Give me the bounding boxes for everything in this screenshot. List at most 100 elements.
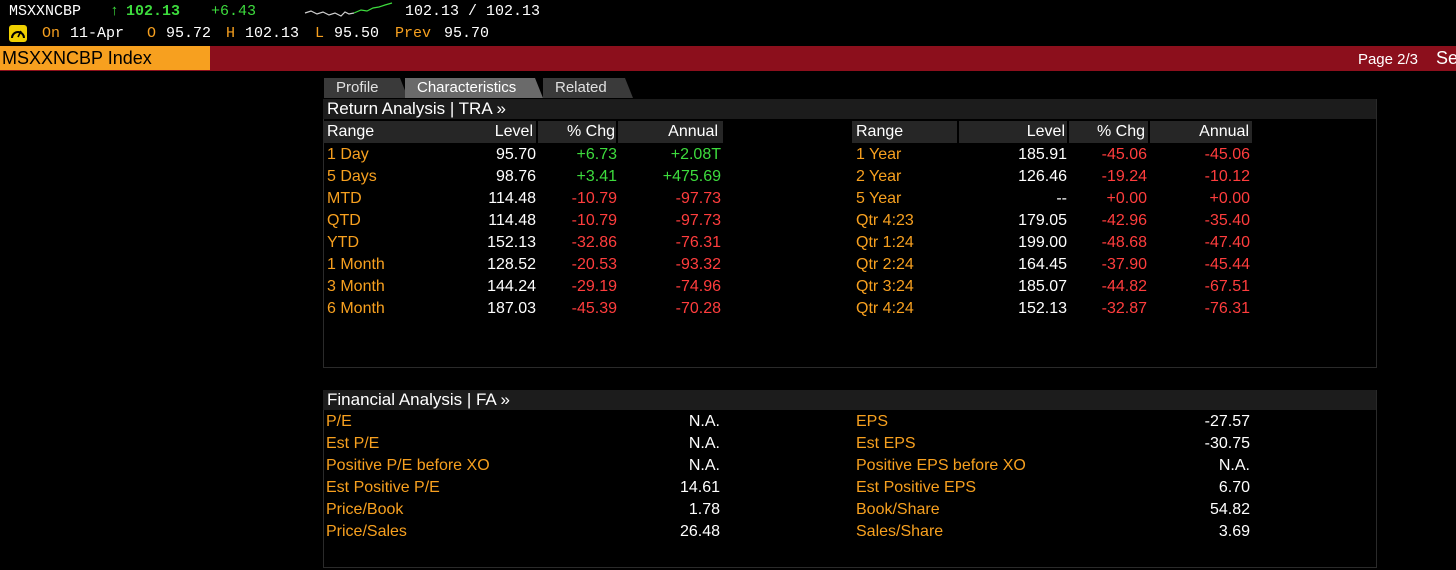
list-item[interactable]: Est P/E N.A. (323, 433, 723, 455)
level-value: 179.05 (1018, 212, 1067, 229)
range-label: 5 Year (856, 190, 902, 207)
list-item[interactable]: P/E N.A. (323, 411, 723, 433)
metric-value: -27.57 (1204, 413, 1250, 430)
financial-analysis-header[interactable]: Financial Analysis | FA » (323, 390, 1376, 410)
metric-value: 14.61 (679, 479, 720, 496)
table-row[interactable]: Qtr 4:23 179.05 -42.96 -35.40 (852, 210, 1252, 232)
gauge-icon[interactable] (9, 25, 27, 42)
table-row[interactable]: Qtr 3:24 185.07 -44.82 -67.51 (852, 276, 1252, 298)
table-row[interactable]: Qtr 1:24 199.00 -48.68 -47.40 (852, 232, 1252, 254)
list-item[interactable]: Est Positive P/E 14.61 (323, 477, 723, 499)
table-row[interactable]: YTD 152.13 -32.86 -76.31 (323, 232, 723, 254)
metric-label: Est P/E (326, 435, 380, 452)
table-row[interactable]: 2 Year 126.46 -19.24 -10.12 (852, 166, 1252, 188)
metric-label: Est Positive P/E (326, 479, 440, 496)
list-item[interactable]: Price/Book 1.78 (323, 499, 723, 521)
column-divider (957, 121, 959, 143)
level-value: 114.48 (488, 212, 536, 229)
range-label: 1 Month (327, 256, 385, 273)
col-chg[interactable]: % Chg (566, 123, 615, 140)
tab-characteristics[interactable]: Characteristics (405, 78, 543, 98)
list-item[interactable]: Book/Share 54.82 (852, 499, 1252, 521)
table-row[interactable]: MTD 114.48 -10.79 -97.73 (323, 188, 723, 210)
last-price: 102.13 (126, 3, 181, 20)
metric-label: Est Positive EPS (856, 479, 977, 496)
security-title[interactable]: MSXXNCBP Index (0, 46, 210, 70)
range-label: MTD (327, 190, 362, 207)
tab-related[interactable]: Related (543, 78, 633, 98)
table-row[interactable]: 1 Month 128.52 -20.53 -93.32 (323, 254, 723, 276)
prev-value: 95.70 (444, 25, 490, 42)
col-annual[interactable]: Annual (668, 123, 718, 140)
range-label: Qtr 2:24 (856, 256, 914, 273)
range-label: Qtr 4:23 (856, 212, 914, 229)
open-value: 95.72 (166, 25, 212, 42)
list-item[interactable]: Est Positive EPS 6.70 (852, 477, 1252, 499)
table-row[interactable]: 5 Year -- +0.00 +0.00 (852, 188, 1252, 210)
annual-value: -76.31 (675, 234, 721, 251)
annual-value: -97.73 (675, 212, 721, 229)
col-annual[interactable]: Annual (1199, 123, 1249, 140)
metric-value: N.A. (688, 435, 720, 452)
col-range[interactable]: Range (327, 123, 375, 140)
metric-value: 54.82 (1209, 501, 1250, 518)
table-row[interactable]: 1 Year 185.91 -45.06 -45.06 (852, 144, 1252, 166)
table-row[interactable]: Qtr 4:24 152.13 -32.87 -76.31 (852, 298, 1252, 320)
column-divider (616, 121, 618, 143)
return-analysis-header[interactable]: Return Analysis | TRA » (323, 99, 1376, 119)
level-value: 185.91 (1018, 146, 1067, 163)
col-level[interactable]: Level (1026, 123, 1065, 140)
col-level[interactable]: Level (494, 123, 533, 140)
annual-value: -93.32 (675, 256, 721, 273)
chg-value: -45.39 (571, 300, 617, 317)
list-item[interactable]: Sales/Share 3.69 (852, 521, 1252, 543)
price-change: +6.43 (211, 3, 257, 20)
quote-date: 11-Apr (70, 25, 125, 42)
list-item[interactable]: Est EPS -30.75 (852, 433, 1252, 455)
truncated-menu-label[interactable]: Se (1436, 48, 1456, 68)
title-bar (0, 46, 1456, 71)
right-column-header: Range Level % Chg Annual (852, 121, 1252, 143)
annual-value: -70.28 (675, 300, 721, 317)
range-label: 1 Year (856, 146, 902, 163)
annual-value: -67.51 (1204, 278, 1250, 295)
metric-label: Price/Sales (326, 523, 407, 540)
return-analysis-panel (323, 99, 1377, 368)
tab-profile[interactable]: Profile (324, 78, 408, 98)
low-label: L (315, 25, 325, 42)
level-value: 187.03 (487, 300, 536, 317)
left-column-header: Range Level % Chg Annual (323, 121, 723, 143)
table-row[interactable]: QTD 114.48 -10.79 -97.73 (323, 210, 723, 232)
list-item[interactable]: EPS -27.57 (852, 411, 1252, 433)
annual-value: -10.12 (1204, 168, 1250, 185)
level-value: 128.52 (487, 256, 536, 273)
table-row[interactable]: 5 Days 98.76 +3.41 +475.69 (323, 166, 723, 188)
metric-value: N.A. (688, 413, 720, 430)
range-label: QTD (327, 212, 361, 229)
range-label: 1 Day (327, 146, 369, 163)
range-label: 2 Year (856, 168, 902, 185)
high-label: H (226, 25, 236, 42)
table-row[interactable]: 3 Month 144.24 -29.19 -74.96 (323, 276, 723, 298)
annual-value: -97.73 (675, 190, 721, 207)
list-item[interactable]: Positive P/E before XO N.A. (323, 455, 723, 477)
level-value: -- (1056, 190, 1067, 207)
list-item[interactable]: Positive EPS before XO N.A. (852, 455, 1252, 477)
annual-value: +0.00 (1209, 190, 1250, 207)
col-range[interactable]: Range (856, 123, 904, 140)
chg-value: -10.79 (571, 212, 617, 229)
range-label: Qtr 4:24 (856, 300, 914, 317)
table-row[interactable]: Qtr 2:24 164.45 -37.90 -45.44 (852, 254, 1252, 276)
range-label: 3 Month (327, 278, 385, 295)
col-chg[interactable]: % Chg (1096, 123, 1145, 140)
level-value: 114.48 (488, 190, 536, 207)
table-row[interactable]: 1 Day 95.70 +6.73 +2.08T (323, 144, 723, 166)
chg-value: -37.90 (1101, 256, 1147, 273)
financial-analysis-panel (323, 390, 1377, 568)
range-label: Qtr 3:24 (856, 278, 914, 295)
chg-value: -48.68 (1101, 234, 1147, 251)
ticker-symbol[interactable]: MSXXNCBP (9, 3, 82, 20)
metric-label: Book/Share (856, 501, 940, 518)
list-item[interactable]: Price/Sales 26.48 (323, 521, 723, 543)
table-row[interactable]: 6 Month 187.03 -45.39 -70.28 (323, 298, 723, 320)
